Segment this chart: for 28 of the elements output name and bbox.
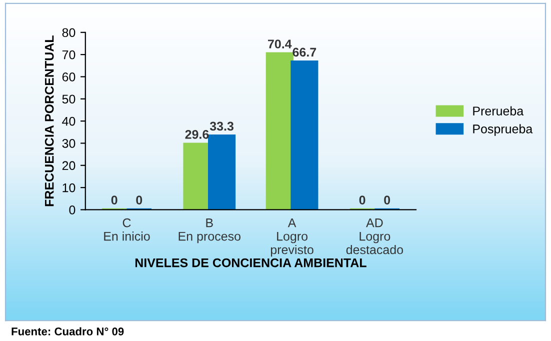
y-axis-title: FRECUENCIA PORCENTUAL [44,36,54,206]
y-tick-label: 30 [62,139,76,148]
y-tick-label: 20 [62,161,76,170]
y-tick-label: 10 [62,183,76,192]
y-tick-label: 60 [62,72,76,82]
y-tick-label: 80 [62,28,76,38]
y-tick-label: 40 [62,116,76,126]
data-label: 29.6 [185,130,209,139]
data-label: 0 [111,196,118,204]
data-label: 66.7 [292,48,316,57]
data-label: 33.3 [210,122,234,131]
data-label: 70.4 [268,40,292,48]
bar [208,134,236,210]
x-tick-label: B En proceso [178,218,240,244]
y-tick-label: 50 [62,94,76,104]
legend-label: Posprueba [473,124,533,136]
bar [290,60,318,210]
x-tick-label: A Logro previsto [270,218,314,257]
data-label: 0 [136,196,142,204]
source-note: Fuente: Cuadro N° 09 [12,327,124,336]
x-tick-label: AD Logro destacado [346,218,403,254]
data-label: 0 [359,196,366,204]
data-label: 0 [384,196,390,204]
y-tick-label: 70 [62,50,76,60]
x-tick-label: C En inicio [104,218,150,241]
legend-label: Prerueba [473,106,524,116]
y-tick-label: 0 [69,206,76,214]
x-axis-title: NIVELES DE CONCIENCIA AMBIENTAL [135,258,366,268]
